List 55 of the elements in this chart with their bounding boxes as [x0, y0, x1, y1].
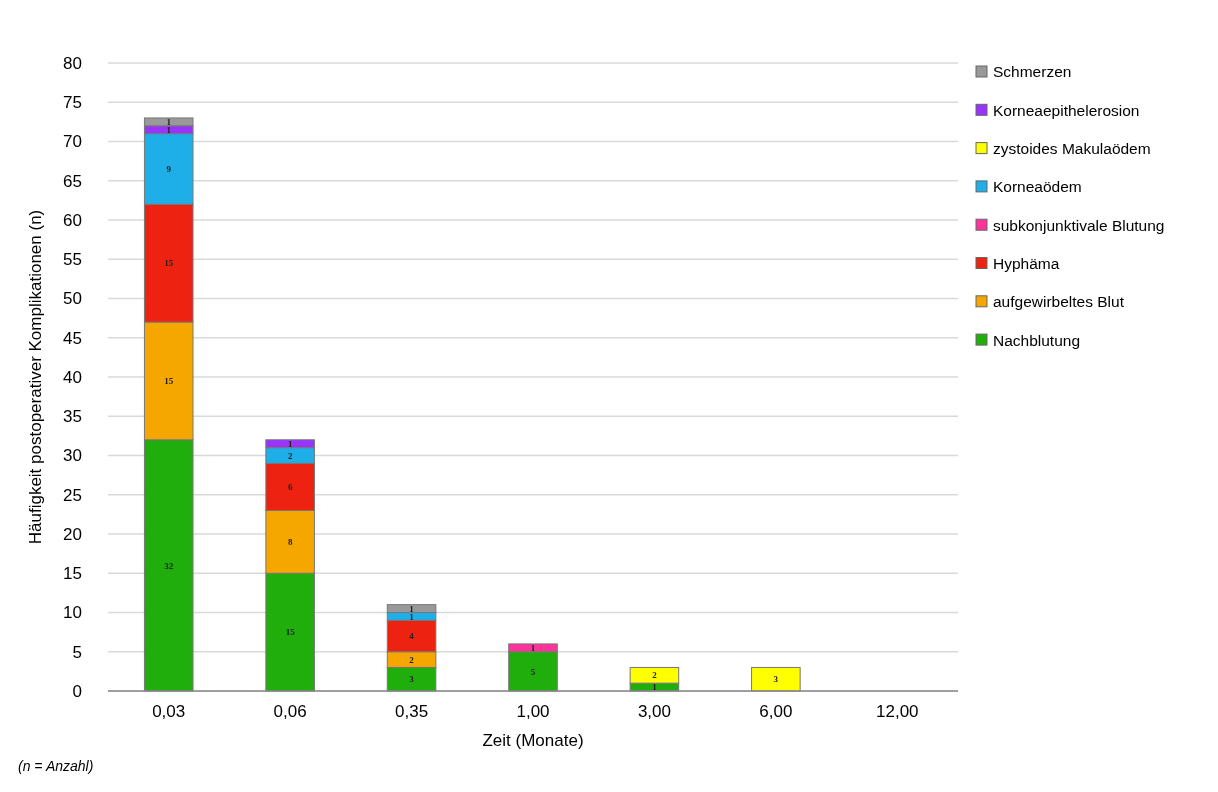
x-tick-label: 0,03 [152, 702, 186, 721]
data-label: 9 [166, 164, 172, 175]
legend-label: aufgewirbeltes Blut [993, 293, 1125, 311]
data-label: 5 [530, 666, 536, 677]
legend-label: Nachblutung [993, 331, 1081, 349]
data-label: 1 [409, 603, 415, 614]
y-tick-label: 55 [63, 250, 82, 270]
data-label: 3 [773, 674, 779, 685]
y-tick-label: 15 [63, 564, 82, 584]
data-label: 1 [530, 642, 536, 653]
y-tick-label: 70 [63, 132, 82, 152]
data-label: 2 [652, 670, 658, 681]
data-label: 8 [287, 537, 293, 547]
x-tick-label: 0,35 [395, 702, 429, 721]
y-tick-label: 30 [63, 446, 82, 466]
legend-label: Korneaödem [993, 178, 1082, 196]
y-tick-label: 40 [63, 367, 82, 387]
x-tick-label: 3,00 [637, 702, 671, 721]
legend-label: Hyphäma [993, 254, 1060, 272]
y-tick-label: 25 [63, 485, 82, 505]
y-tick-label: 80 [63, 53, 82, 73]
data-label: 1 [287, 438, 293, 449]
y-tick-label: 50 [63, 289, 82, 309]
legend-label: Korneaepithelerosion [993, 101, 1140, 119]
y-tick-label: 45 [63, 328, 82, 348]
x-tick-label: 0,06 [273, 702, 307, 721]
data-label: 4 [409, 631, 415, 642]
y-axis-title: Häufigkeit postoperativer Komplikationen (n) [26, 209, 45, 545]
x-tick-label: 1,00 [516, 702, 550, 721]
y-tick-label: 5 [72, 642, 82, 662]
bar [751, 666, 801, 692]
data-label: 1 [409, 611, 415, 622]
data-label: 6 [287, 482, 293, 493]
legend-label: Schmerzen [993, 63, 1072, 81]
y-tick-label: 35 [63, 407, 82, 427]
y-tick-label: 10 [63, 603, 82, 623]
data-label: 15 [164, 376, 174, 387]
data-label: 15 [285, 627, 296, 638]
legend-label: zystoides Makulaödem [993, 140, 1151, 158]
y-tick-label: 65 [63, 171, 82, 191]
data-label: 2 [409, 654, 415, 665]
data-label: 15 [164, 258, 174, 269]
x-axis-title: Zeit (Monate) [482, 731, 584, 750]
text: (n = Anzahl) [18, 758, 94, 774]
data-label: 2 [287, 450, 293, 461]
x-tick-label: 6,00 [759, 702, 793, 721]
data-label: 32 [164, 560, 174, 571]
data-label: 1 [652, 682, 658, 693]
data-label: 3 [409, 674, 415, 685]
y-tick-label: 75 [63, 93, 82, 113]
y-tick-label: 60 [63, 210, 82, 230]
legend-label: subkonjunktivale Blutung [993, 216, 1165, 234]
y-tick-label: 0 [72, 681, 82, 701]
y-tick-label: 20 [63, 524, 82, 544]
x-tick-label: 12,00 [876, 702, 919, 721]
